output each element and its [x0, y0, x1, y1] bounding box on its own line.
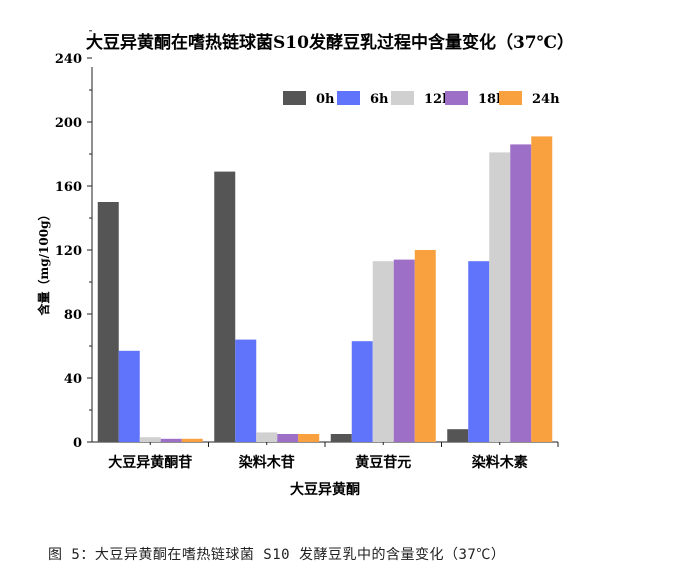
x-tick-label: 黄豆苷元	[355, 454, 411, 471]
bar	[351, 341, 373, 442]
bar	[118, 350, 140, 442]
bar	[489, 152, 511, 442]
bar	[372, 261, 394, 442]
x-tick-label: 染料木素	[472, 454, 528, 471]
legend-swatch	[499, 91, 522, 105]
legend-swatch	[445, 91, 468, 105]
plot-area: 0 40 80 120 160 200 240 大豆异黄酮苷 染料木苷 黄豆苷元 染料木素	[55, 30, 559, 471]
bar	[330, 434, 352, 442]
bar	[531, 136, 553, 442]
bar	[510, 144, 532, 442]
legend-swatch	[283, 91, 306, 105]
legend-swatch	[337, 91, 360, 105]
x-tick-label: 大豆异黄酮苷	[108, 454, 192, 471]
bar	[447, 429, 469, 442]
legend-label: 6h	[370, 92, 389, 107]
bar	[256, 432, 278, 442]
y-tick-label: 200	[55, 116, 82, 131]
bar	[277, 434, 299, 442]
x-axis-label: 大豆异黄酮	[290, 481, 360, 498]
bar	[97, 202, 119, 442]
bar	[468, 261, 490, 442]
bar	[181, 438, 203, 442]
legend-swatch	[391, 91, 414, 105]
legend-label: 0h	[316, 92, 335, 107]
y-tick-label: 120	[55, 244, 82, 259]
bar	[414, 250, 436, 442]
y-axis-label: 含量（mg/100g）	[36, 209, 51, 316]
y-tick-label: 240	[55, 52, 82, 67]
chart: 大豆异黄酮在嗜热链球菌S10发酵豆乳过程中含量变化（37℃） 0 40 80 120 1…	[36, 30, 574, 498]
bar	[393, 259, 415, 442]
y-tick-label: 0	[73, 436, 82, 451]
y-tick-label: 80	[64, 308, 82, 323]
x-tick-label: 染料木苷	[239, 454, 295, 471]
bar	[160, 438, 182, 442]
bar	[298, 434, 320, 442]
bar	[235, 339, 257, 442]
chart-title: 大豆异黄酮在嗜热链球菌S10发酵豆乳过程中含量变化（37℃）	[86, 32, 574, 53]
legend: 0h 6h 12h 18h 24h	[283, 91, 560, 107]
bar	[139, 437, 161, 442]
y-tick-label: 160	[55, 180, 82, 195]
y-tick-label: 40	[64, 372, 82, 387]
bar	[214, 171, 236, 442]
legend-label: 24h	[532, 92, 560, 107]
figure-caption: 图 5：大豆异黄酮在嗜热链球菌 S10 发酵豆乳中的含量变化（37℃）	[48, 547, 506, 563]
